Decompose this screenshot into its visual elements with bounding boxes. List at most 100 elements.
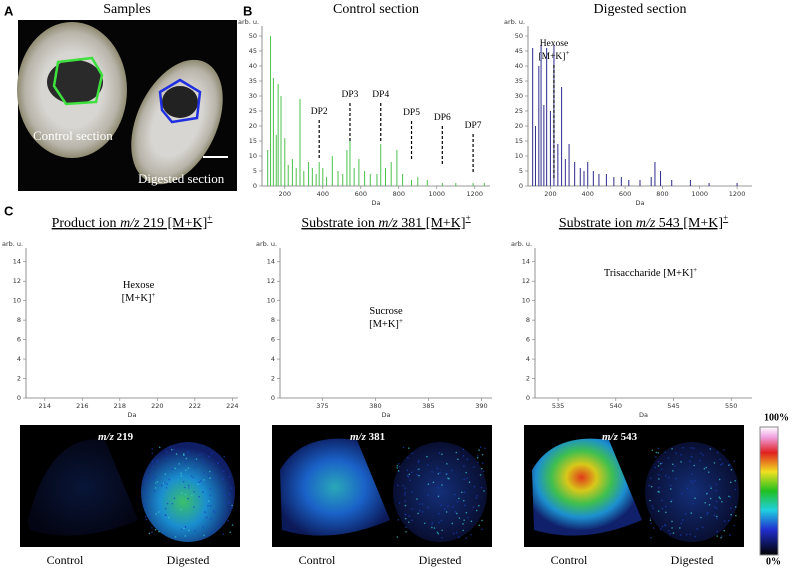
speckle bbox=[209, 505, 212, 507]
speckle bbox=[146, 475, 148, 478]
speckle bbox=[733, 460, 736, 463]
y-axis-label: arb. u. bbox=[2, 240, 23, 248]
speckle bbox=[475, 509, 478, 512]
speckle bbox=[174, 536, 177, 538]
speckle bbox=[462, 529, 464, 532]
y-tick-label: 20 bbox=[515, 122, 523, 130]
speckle bbox=[187, 467, 190, 469]
sample-photo bbox=[17, 20, 237, 191]
speckle bbox=[165, 457, 168, 460]
speckle bbox=[227, 520, 230, 522]
y-tick-label: 8 bbox=[17, 316, 21, 324]
speckle bbox=[462, 455, 465, 457]
speckle bbox=[477, 461, 479, 464]
speckle bbox=[671, 499, 673, 501]
speckle bbox=[421, 511, 424, 513]
y-tick-label: 45 bbox=[249, 47, 257, 55]
speckle bbox=[396, 464, 399, 467]
speckle bbox=[217, 523, 219, 526]
speckle bbox=[734, 479, 736, 482]
speckle bbox=[704, 501, 706, 504]
x-tick-label: 545 bbox=[667, 402, 679, 410]
speckle bbox=[144, 479, 147, 481]
annotation-text: DP2 bbox=[311, 107, 328, 117]
annotation: Hexose bbox=[123, 280, 155, 291]
speckle bbox=[404, 500, 407, 503]
speckle bbox=[180, 474, 183, 477]
y-tick-label: 8 bbox=[271, 316, 275, 324]
speckle bbox=[728, 495, 730, 498]
speckle bbox=[210, 452, 213, 454]
speckle bbox=[721, 462, 724, 465]
speckle bbox=[199, 454, 201, 456]
speckle bbox=[207, 505, 209, 507]
speckle bbox=[472, 506, 475, 509]
speckle bbox=[719, 497, 722, 500]
speckle bbox=[396, 467, 399, 469]
y-tick-label: 8 bbox=[526, 316, 530, 324]
x-tick-label: 800 bbox=[656, 190, 668, 198]
speckle bbox=[209, 488, 212, 490]
y-tick-label: 35 bbox=[515, 77, 523, 85]
image-caption: Control bbox=[299, 553, 336, 567]
speckle bbox=[423, 522, 426, 525]
speckle bbox=[418, 503, 421, 505]
chart: Control section arb. u. Da 0 5 10 15 20 25 30 35 40… bbox=[238, 2, 490, 207]
speckle bbox=[183, 454, 185, 457]
speckle bbox=[231, 504, 233, 507]
speckle bbox=[715, 489, 718, 492]
annotation-text: Hexose bbox=[123, 280, 155, 291]
chart: Digested section arb. u. Da 0 5 10 15 20 25 30 35 4… bbox=[504, 2, 752, 207]
speckle bbox=[160, 484, 163, 487]
speckle bbox=[187, 497, 189, 500]
speckle bbox=[438, 512, 440, 515]
annotation: DP6 bbox=[434, 113, 451, 123]
speckle bbox=[198, 495, 200, 498]
speckle bbox=[223, 470, 225, 473]
speckle bbox=[730, 513, 732, 516]
speckle bbox=[213, 530, 216, 532]
speckle bbox=[694, 497, 696, 499]
speckle bbox=[437, 486, 440, 489]
speckle bbox=[203, 461, 206, 464]
speckle bbox=[463, 504, 466, 507]
speckle bbox=[194, 466, 196, 468]
speckle bbox=[465, 471, 467, 474]
y-tick-label: 15 bbox=[249, 137, 257, 145]
speckle bbox=[453, 493, 456, 496]
speckle bbox=[465, 537, 468, 539]
speckle bbox=[148, 532, 151, 535]
speckle bbox=[149, 469, 151, 472]
speckle bbox=[669, 484, 672, 487]
speckle bbox=[440, 519, 443, 522]
annotation-text: [M+K] bbox=[538, 52, 565, 62]
speckle bbox=[675, 452, 677, 454]
speckle bbox=[185, 469, 187, 471]
section-digested bbox=[141, 442, 235, 542]
speckle bbox=[723, 529, 726, 532]
speckle bbox=[411, 508, 414, 510]
x-tick-label: 390 bbox=[475, 402, 487, 410]
speckle bbox=[224, 501, 226, 503]
speckle bbox=[418, 459, 420, 462]
speckle bbox=[701, 526, 704, 529]
speckle bbox=[664, 505, 667, 508]
speckle bbox=[437, 532, 440, 535]
colorbar-max: 100% bbox=[764, 412, 789, 423]
x-tick-label: 535 bbox=[552, 402, 564, 410]
panel-letter: B bbox=[243, 3, 252, 18]
speckle bbox=[691, 481, 693, 484]
y-tick-label: 12 bbox=[13, 277, 21, 285]
speckle bbox=[223, 455, 226, 458]
y-tick-label: 10 bbox=[13, 297, 21, 305]
speckle bbox=[441, 529, 443, 532]
speckle bbox=[462, 523, 464, 525]
speckle bbox=[690, 480, 692, 482]
y-tick-label: 2 bbox=[526, 375, 530, 383]
speckle bbox=[184, 493, 187, 496]
speckle bbox=[660, 468, 663, 471]
speckle bbox=[404, 494, 406, 496]
ion-image-label: m/z 381 bbox=[350, 431, 385, 443]
speckle bbox=[406, 474, 409, 477]
speckle bbox=[658, 486, 660, 489]
